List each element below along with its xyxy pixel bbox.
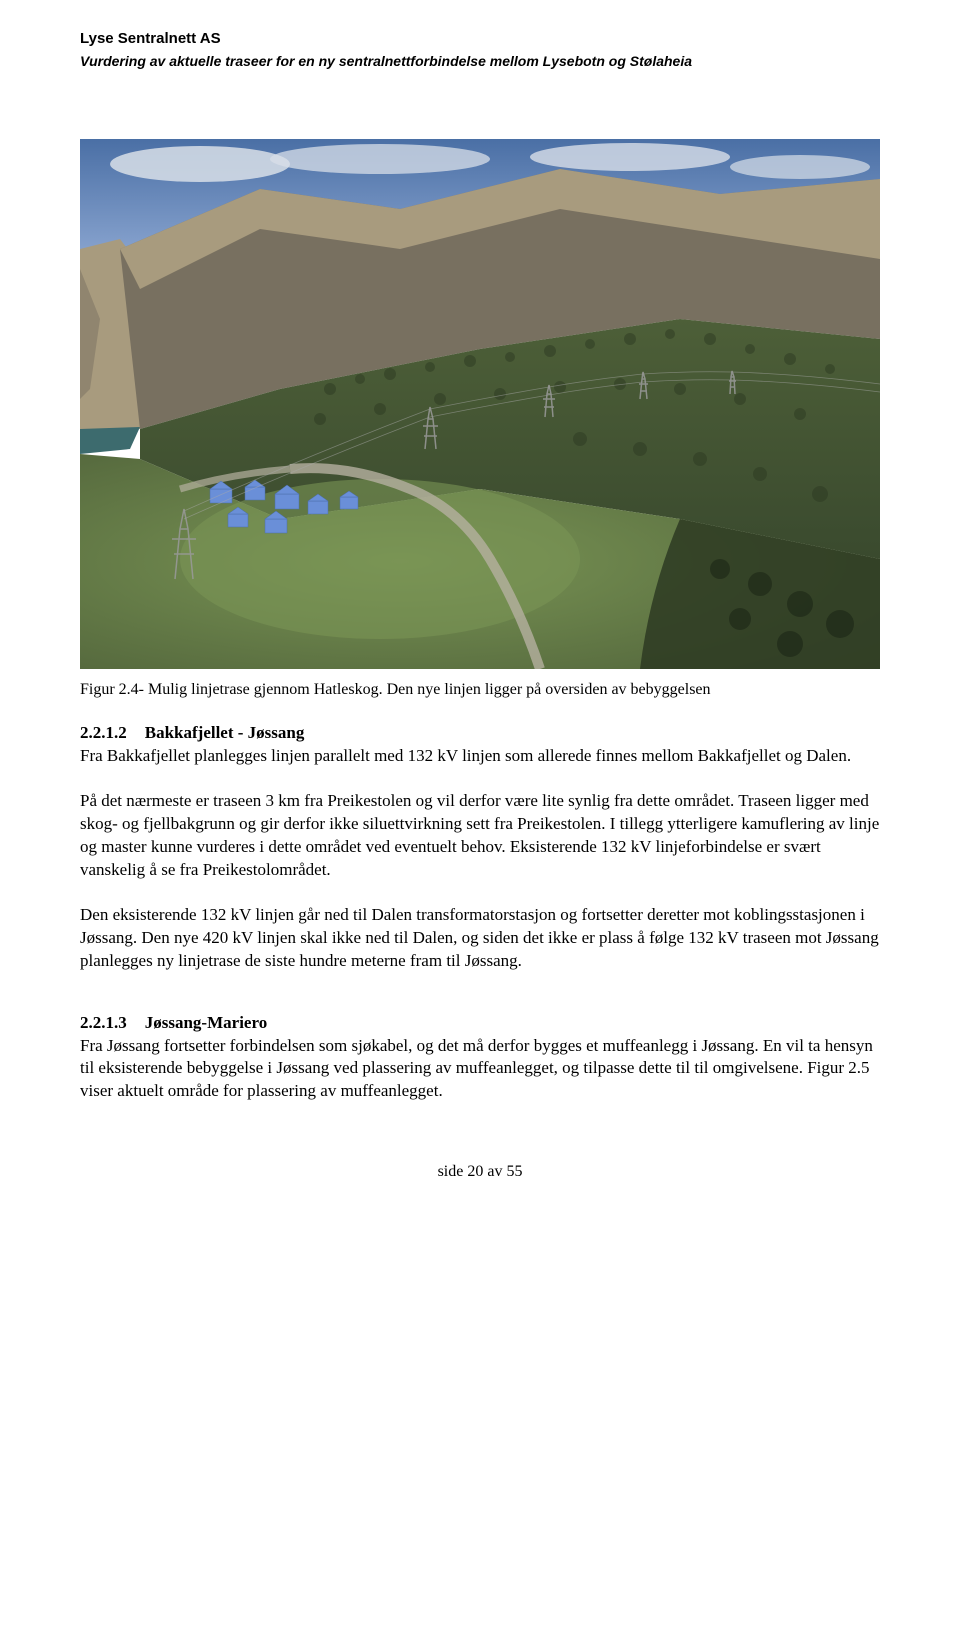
header-subtitle: Vurdering av aktuelle traseer for en ny … (80, 53, 880, 69)
body-paragraph: På det nærmeste er traseen 3 km fra Prei… (80, 790, 880, 882)
page-footer: side 20 av 55 (80, 1163, 880, 1181)
section-title: Bakkafjellet - Jøssang (145, 723, 305, 742)
header-company: Lyse Sentralnett AS (80, 30, 880, 47)
body-paragraph: Den eksisterende 132 kV linjen går ned t… (80, 904, 880, 973)
section-title: Jøssang-Mariero (145, 1013, 267, 1032)
figure-caption: Figur 2.4- Mulig linjetrase gjennom Hatl… (80, 681, 880, 699)
body-paragraph: Fra Bakkafjellet planlegges linjen paral… (80, 745, 880, 768)
section-heading-1: 2.2.1.2 Bakkafjellet - Jøssang (80, 723, 880, 743)
body-paragraph: Fra Jøssang fortsetter forbindelsen som … (80, 1035, 880, 1104)
section-heading-2: 2.2.1.3 Jøssang-Mariero (80, 1013, 880, 1033)
figure-terrain-render (80, 139, 880, 669)
section-number: 2.2.1.2 (80, 723, 127, 743)
section-number: 2.2.1.3 (80, 1013, 127, 1033)
